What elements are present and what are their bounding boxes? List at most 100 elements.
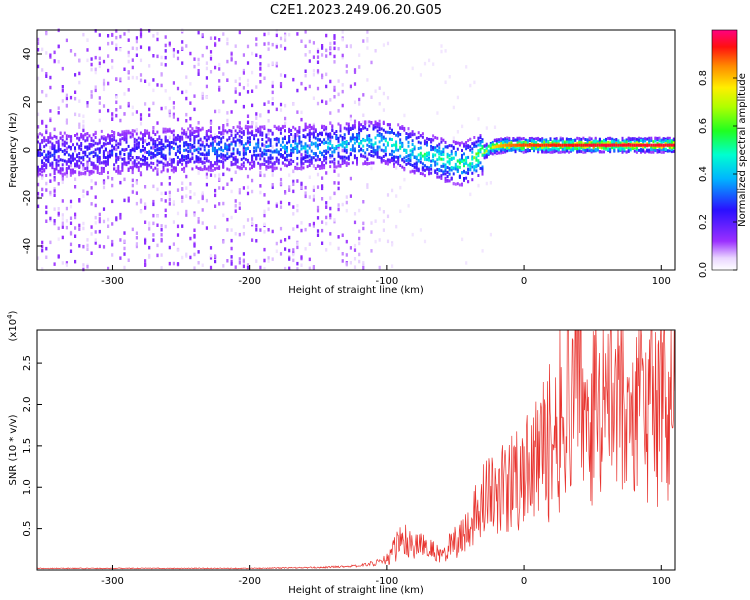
spectrogram-cell: [107, 224, 110, 228]
spectrogram-cell: [358, 53, 361, 57]
spectrogram-cell: [304, 247, 307, 251]
spectrogram-cell: [319, 166, 321, 170]
spectrogram-cell: [230, 177, 233, 182]
spectrogram-cell: [483, 150, 486, 154]
spectrogram-cell: [142, 154, 144, 158]
spectrogram-cell: [417, 147, 420, 150]
spectrogram-cell: [222, 201, 225, 206]
spectrogram-cell: [337, 203, 340, 207]
spectrogram-cell: [211, 147, 214, 150]
spectrogram-cell: [362, 200, 365, 204]
spectrogram-cell: [197, 261, 200, 265]
spectrogram-cell: [339, 143, 342, 147]
spectrogram-cell: [323, 128, 326, 132]
spectrogram-cell: [195, 148, 198, 152]
spectrogram-cell: [211, 168, 214, 172]
spectrogram-cell: [409, 156, 412, 160]
spectrogram-cell: [308, 159, 311, 163]
spectrogram-cell: [123, 148, 126, 152]
spectrogram-cell: [370, 166, 373, 171]
spectrogram-cell: [321, 133, 323, 137]
spectrogram-cell: [296, 166, 299, 170]
spectrogram-cell: [351, 127, 354, 130]
spectrogram-cell: [41, 119, 44, 124]
spectrogram-cell: [158, 136, 161, 140]
spectrogram-cell: [405, 162, 408, 166]
spectrogram-cell: [259, 66, 262, 71]
spectrogram-cell: [41, 176, 44, 180]
spectrogram-cell: [465, 65, 468, 69]
spectrogram-cell: [148, 64, 151, 68]
spectrogram-cell: [640, 149, 642, 153]
spectrogram-cell: [201, 168, 204, 172]
spectrogram-cell: [131, 171, 134, 175]
spectrogram-cell: [481, 169, 484, 173]
spectrogram-cell: [378, 126, 381, 130]
spectrogram-cell: [193, 57, 196, 61]
spectrogram-cell: [500, 149, 503, 153]
spectrogram-ridge-cell: [570, 143, 572, 147]
spectrogram-cell: [304, 191, 307, 195]
spectrogram-cell: [267, 200, 270, 205]
spectrogram-cell: [41, 159, 44, 163]
spectrogram-cell: [491, 143, 494, 147]
spectrogram-cell: [376, 125, 379, 129]
spectrogram-cell: [240, 131, 243, 135]
spectrogram-cell: [259, 125, 262, 129]
spectrogram-cell: [376, 154, 379, 157]
spectrogram-cell: [205, 61, 208, 65]
spectrogram-cell: [218, 141, 221, 145]
spectrogram-cell: [454, 140, 457, 144]
spectrogram-cell: [430, 144, 433, 148]
spectrogram-cell: [156, 31, 159, 36]
spectrogram-cell: [164, 199, 167, 203]
spectrogram-cell: [366, 153, 369, 158]
spectrogram-cell: [294, 133, 297, 136]
spectrogram-cell: [61, 172, 64, 176]
spectrogram-cell: [263, 76, 266, 80]
spectrogram-cell: [74, 234, 77, 238]
spectrogram-cell: [360, 123, 363, 127]
spectrogram-cell: [660, 147, 663, 151]
spectrogram-cell: [279, 73, 283, 77]
spectrogram-cell: [644, 139, 647, 143]
spectrogram-cell: [568, 146, 570, 150]
spectrogram-cell: [672, 140, 675, 144]
spectrogram-cell: [53, 155, 56, 159]
snr-y-tick-label: 2.5: [22, 355, 33, 371]
spectrogram-cell: [185, 89, 188, 94]
spectrogram-cell: [41, 244, 44, 249]
spectrogram-cell: [263, 173, 266, 178]
spectrogram-ridge-cell: [640, 143, 642, 147]
spectrogram-cell: [234, 133, 237, 137]
spectrogram-cell: [39, 147, 42, 150]
snr-y-tick-label: 1.5: [22, 438, 33, 454]
spectrogram-cell: [292, 77, 295, 82]
spectrogram-cell: [160, 106, 163, 111]
spectrogram-cell: [203, 161, 206, 165]
spectrogram-cell: [193, 136, 196, 140]
spectrogram-cell: [82, 221, 85, 226]
spectrogram-cell: [172, 54, 175, 58]
spectrogram-cell: [376, 151, 379, 155]
spectrogram-cell: [405, 148, 408, 152]
spectrogram-cell: [271, 162, 274, 166]
spectrogram-cell: [65, 118, 68, 122]
spectrogram-cell: [111, 144, 114, 148]
spectrogram-cell: [481, 153, 484, 157]
spectrogram-cell: [300, 181, 303, 186]
spectrogram-cell: [284, 147, 286, 151]
spectrogram-cell: [563, 147, 566, 151]
spectrogram-cell: [242, 259, 245, 263]
spectrogram-cell: [226, 78, 229, 82]
spectrogram-cell: [193, 233, 196, 238]
spectrogram-cell: [152, 221, 155, 226]
spectrogram-cell: [275, 159, 278, 163]
spectrogram-cell: [479, 134, 482, 138]
spectrogram-cell: [316, 101, 320, 106]
colorbar-label: Normalized spectral amplitude: [737, 73, 748, 227]
spectrogram-cell: [255, 154, 258, 158]
spectrogram-cell: [242, 232, 245, 236]
spectrogram-cell: [244, 142, 247, 146]
spectrogram-cell: [419, 228, 422, 232]
